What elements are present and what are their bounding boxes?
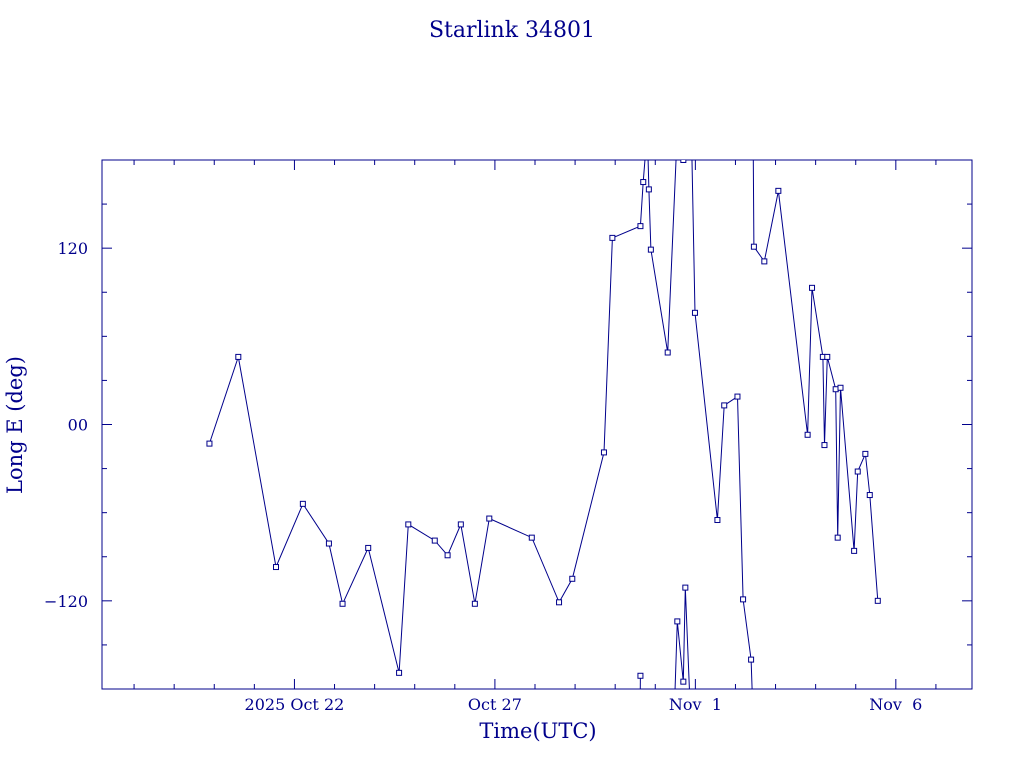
data-point: [445, 553, 450, 558]
series-line: [209, 131, 647, 673]
plot-frame: [102, 160, 972, 689]
x-tick-label: 2025 Oct 22: [245, 695, 345, 714]
data-point: [681, 158, 686, 163]
series-line: [647, 131, 691, 353]
data-point: [681, 679, 686, 684]
y-tick-label: 00: [68, 416, 88, 435]
series-line: [753, 131, 878, 601]
data-point: [692, 310, 697, 315]
data-point: [274, 565, 279, 570]
data-point: [762, 259, 767, 264]
data-point: [207, 441, 212, 446]
chart-title: Starlink 34801: [429, 18, 595, 43]
data-point: [458, 522, 463, 527]
y-tick-label: 120: [57, 239, 88, 258]
data-point: [487, 516, 492, 521]
y-axis-label: Long E (deg): [3, 356, 27, 494]
data-point: [863, 451, 868, 456]
series-line: [691, 131, 753, 719]
data-point: [735, 394, 740, 399]
x-axis-label: Time(UTC): [479, 719, 596, 743]
data-point: [751, 244, 756, 249]
data-point: [610, 235, 615, 240]
x-tick-label: Oct 27: [468, 695, 522, 714]
data-point: [601, 450, 606, 455]
data-point: [300, 501, 305, 506]
data-point: [838, 385, 843, 390]
x-tick-label: Nov 6: [869, 695, 922, 714]
data-point: [641, 180, 646, 185]
data-point: [638, 673, 643, 678]
data-point: [529, 535, 534, 540]
data-point: [665, 350, 670, 355]
data-point: [472, 601, 477, 606]
data-point: [776, 188, 781, 193]
data-point: [810, 285, 815, 290]
data-point: [722, 403, 727, 408]
data-point: [340, 601, 345, 606]
data-point: [683, 585, 688, 590]
data-point: [875, 598, 880, 603]
data-series: [207, 131, 880, 719]
data-point: [406, 522, 411, 527]
data-point: [749, 657, 754, 662]
data-point: [432, 538, 437, 543]
y-tick-label: −120: [44, 592, 88, 611]
data-point: [867, 493, 872, 498]
data-point: [366, 545, 371, 550]
data-point: [825, 354, 830, 359]
axis-ticks: [102, 160, 972, 689]
data-point: [715, 518, 720, 523]
data-point: [570, 576, 575, 581]
data-point: [648, 247, 653, 252]
data-point: [855, 469, 860, 474]
x-tick-label: Nov 1: [669, 695, 722, 714]
data-point: [741, 597, 746, 602]
data-point: [236, 354, 241, 359]
axis-tick-labels: 2025 Oct 22 Oct 27 Nov 1 Nov 6 120 00 −120: [44, 239, 922, 714]
data-point: [833, 387, 838, 392]
data-point: [397, 670, 402, 675]
data-point: [835, 535, 840, 540]
data-point: [326, 541, 331, 546]
data-point: [852, 548, 857, 553]
data-point: [557, 600, 562, 605]
data-point: [675, 619, 680, 624]
data-point: [822, 443, 827, 448]
data-point: [805, 432, 810, 437]
data-point: [646, 187, 651, 192]
data-point: [638, 224, 643, 229]
